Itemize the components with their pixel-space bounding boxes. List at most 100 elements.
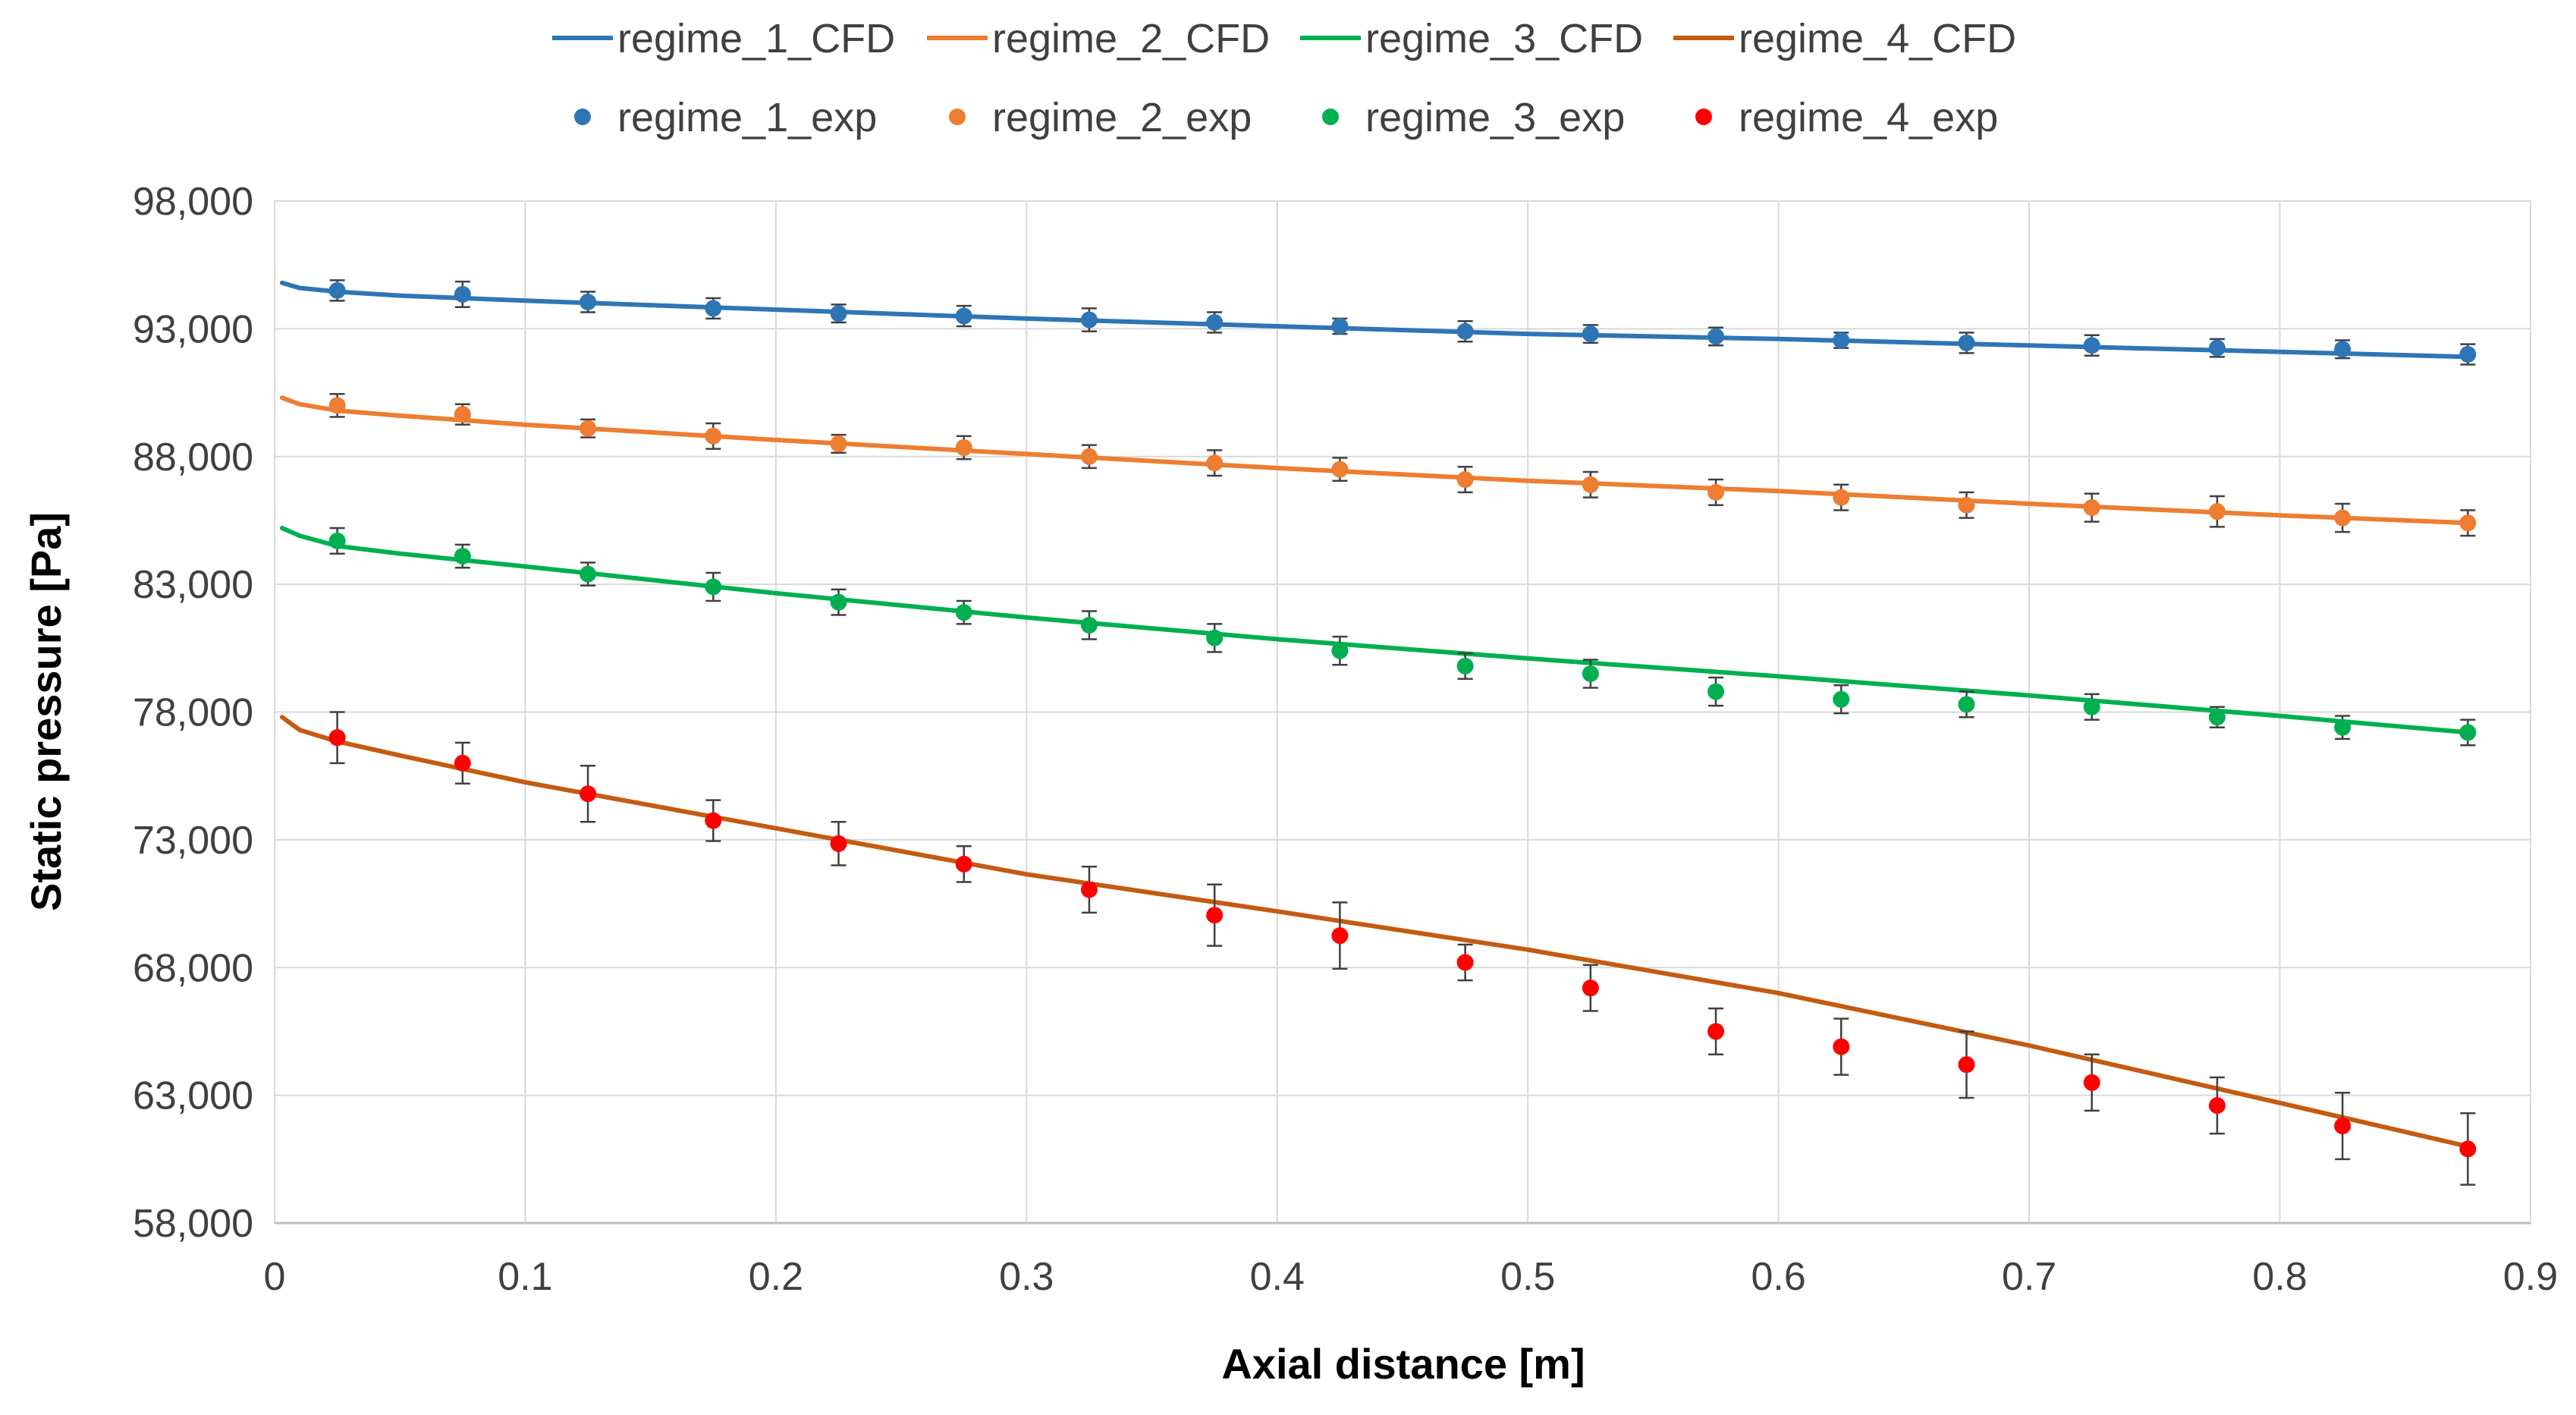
data-point xyxy=(1080,881,1098,898)
axes: 58,000 63,000 68,000 73,000 78,000 83,000 88,0… xyxy=(133,180,2558,1299)
x-tick-label: 0.4 xyxy=(1250,1255,1305,1299)
data-point xyxy=(328,729,346,747)
legend-label: regime_2_CFD xyxy=(992,16,1270,61)
x-tick-label: 0.9 xyxy=(2503,1255,2558,1299)
regime_1_exp-series xyxy=(328,279,2477,366)
legend-label: regime_3_CFD xyxy=(1365,16,1643,61)
data-point xyxy=(1833,1038,1850,1055)
data-point xyxy=(1331,318,1349,335)
legend-marker-swatch xyxy=(1695,108,1712,125)
data-point xyxy=(830,305,847,322)
data-point xyxy=(580,565,597,583)
regime_4_CFD-line xyxy=(279,715,2471,1149)
x-tick-label: 0.5 xyxy=(1500,1255,1555,1299)
data-point xyxy=(2083,337,2100,354)
data-point xyxy=(2208,1097,2226,1115)
data-point xyxy=(1456,322,1474,340)
data-point xyxy=(2083,1074,2100,1091)
legend: regime_1_CFD regime_2_CFD regime_3_CFD regi… xyxy=(552,16,2016,140)
data-point xyxy=(1707,328,1725,345)
data-point xyxy=(2083,698,2100,715)
y-tick-label: 78,000 xyxy=(133,691,253,735)
legend-marker-swatch xyxy=(949,108,966,125)
data-point xyxy=(1582,665,1599,682)
data-point xyxy=(1206,454,1224,472)
legend-label: regime_1_CFD xyxy=(617,16,895,61)
regime_3_exp-series xyxy=(328,527,2477,747)
y-axis-title: Static pressure [Pa] xyxy=(22,512,70,911)
gridlines xyxy=(274,200,2531,1224)
data-point xyxy=(2208,339,2226,357)
data-point xyxy=(1206,629,1224,646)
data-point xyxy=(2334,1118,2351,1135)
data-point xyxy=(2208,709,2226,726)
data-point xyxy=(1331,642,1349,659)
data-point xyxy=(1331,927,1349,945)
data-point xyxy=(1582,979,1599,997)
x-tick-label: 0.2 xyxy=(749,1255,803,1299)
y-tick-label: 63,000 xyxy=(133,1074,253,1118)
data-point xyxy=(454,548,471,565)
data-point xyxy=(830,435,847,452)
legend-label: regime_3_exp xyxy=(1365,95,1625,140)
x-tick-label: 0 xyxy=(264,1255,286,1299)
data-point xyxy=(955,604,972,621)
regime_3_CFD-line xyxy=(279,526,2471,735)
plot-series xyxy=(279,279,2477,1186)
data-point xyxy=(705,578,722,596)
data-point xyxy=(2083,499,2100,517)
y-tick-label: 93,000 xyxy=(133,307,253,351)
data-point xyxy=(2208,503,2226,520)
data-point xyxy=(2334,719,2351,736)
data-point xyxy=(955,307,972,325)
data-point xyxy=(1080,448,1098,465)
legend-marker-swatch xyxy=(1322,108,1339,125)
data-point xyxy=(1833,332,1850,349)
data-point xyxy=(1707,1023,1725,1040)
legend-marker-swatch xyxy=(574,108,591,125)
data-point xyxy=(2334,341,2351,358)
data-point xyxy=(2459,1140,2477,1158)
data-point xyxy=(1958,334,1975,351)
data-point xyxy=(830,593,847,611)
x-tick-label: 0.7 xyxy=(2002,1255,2056,1299)
data-point xyxy=(705,427,722,445)
x-axis-title: Axial distance [m] xyxy=(1221,1340,1585,1388)
y-tick-label: 68,000 xyxy=(133,946,253,990)
x-tick-label: 0.3 xyxy=(999,1255,1054,1299)
legend-label: regime_4_CFD xyxy=(1739,16,2016,61)
data-point xyxy=(1456,657,1474,674)
data-point xyxy=(580,294,597,311)
data-point xyxy=(454,285,471,303)
data-point xyxy=(1080,311,1098,329)
legend-label: regime_1_exp xyxy=(617,95,877,140)
data-point xyxy=(1958,1056,1975,1074)
regime_2_exp-series xyxy=(328,392,2477,537)
regime_2_CFD-line xyxy=(279,395,2471,526)
data-point xyxy=(955,439,972,456)
data-point xyxy=(830,835,847,852)
y-tick-label: 83,000 xyxy=(133,563,253,607)
data-point xyxy=(705,812,722,829)
data-point xyxy=(1206,313,1224,331)
data-point xyxy=(454,406,471,423)
data-point xyxy=(328,532,346,549)
legend-label: regime_2_exp xyxy=(992,95,1252,140)
data-point xyxy=(2459,514,2477,532)
y-tick-label: 73,000 xyxy=(133,819,253,863)
regime_1_CFD-line xyxy=(279,280,2471,360)
data-point xyxy=(1206,907,1224,924)
data-point xyxy=(580,420,597,437)
data-point xyxy=(955,855,972,873)
data-point xyxy=(1707,483,1725,501)
data-point xyxy=(1456,954,1474,971)
x-tick-label: 0.6 xyxy=(1751,1255,1806,1299)
data-point xyxy=(1958,496,1975,514)
data-point xyxy=(454,754,471,772)
legend-label: regime_4_exp xyxy=(1739,95,1998,140)
x-tick-label: 0.8 xyxy=(2252,1255,2307,1299)
data-point xyxy=(580,785,597,803)
y-tick-label: 58,000 xyxy=(133,1202,253,1246)
x-tick-label: 0.1 xyxy=(498,1255,552,1299)
